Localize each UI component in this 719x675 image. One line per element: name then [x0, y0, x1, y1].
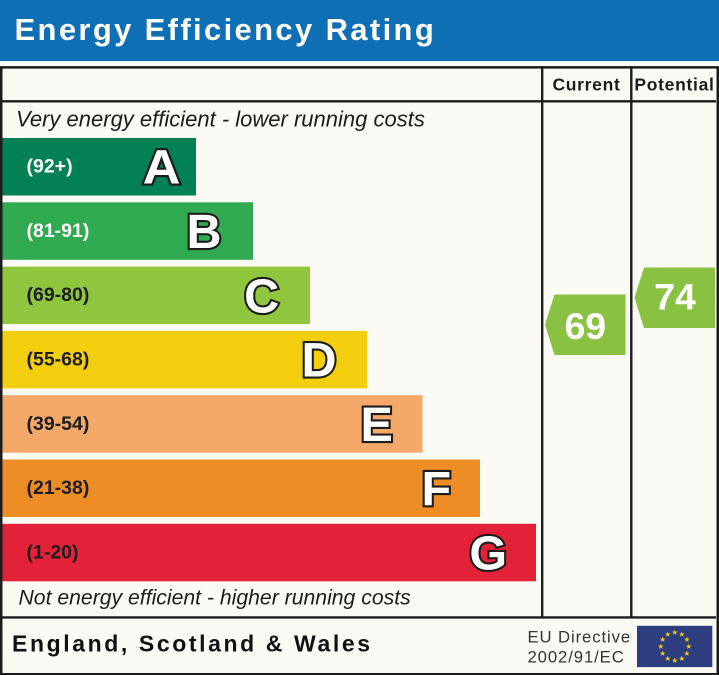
svg-text:A: A: [143, 140, 181, 195]
svg-text:G: G: [469, 527, 507, 581]
svg-text:(81-91): (81-91): [27, 220, 90, 242]
svg-text:C: C: [244, 269, 279, 323]
svg-text:Very energy efficient - lower: Very energy efficient - lower running co…: [16, 106, 425, 131]
svg-text:England, Scotland & Wales: England, Scotland & Wales: [12, 631, 373, 657]
svg-text:EU Directive: EU Directive: [528, 628, 632, 647]
svg-text:Current: Current: [552, 74, 620, 94]
svg-text:F: F: [421, 462, 451, 516]
svg-text:(39-54): (39-54): [27, 413, 90, 435]
svg-text:(92+): (92+): [27, 156, 73, 178]
svg-text:2002/91/EC: 2002/91/EC: [528, 647, 625, 666]
svg-text:B: B: [186, 205, 221, 259]
svg-text:Potential: Potential: [634, 74, 714, 94]
svg-text:(1-20): (1-20): [27, 541, 79, 563]
svg-text:(21-38): (21-38): [27, 477, 90, 499]
svg-text:69: 69: [564, 305, 606, 347]
svg-text:D: D: [301, 334, 336, 388]
svg-text:Not energy efficient - higher: Not energy efficient - higher running co…: [19, 587, 412, 610]
svg-text:E: E: [361, 398, 393, 452]
svg-text:74: 74: [654, 276, 696, 318]
svg-text:(69-80): (69-80): [27, 284, 90, 306]
svg-text:Energy Efficiency Rating: Energy Efficiency Rating: [15, 12, 437, 47]
svg-text:(55-68): (55-68): [27, 349, 90, 371]
